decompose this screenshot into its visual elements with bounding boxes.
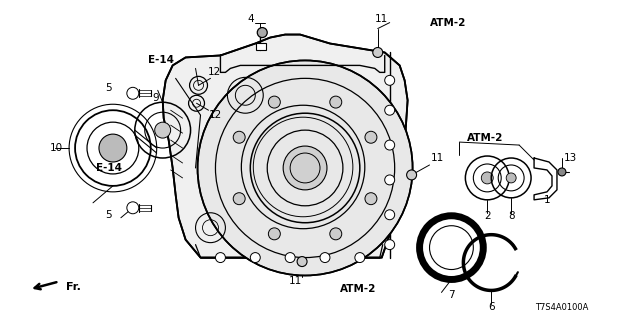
Circle shape [216, 252, 225, 262]
Circle shape [320, 252, 330, 262]
Text: 12: 12 [208, 68, 221, 77]
Circle shape [127, 202, 139, 214]
Text: ATM-2: ATM-2 [467, 133, 504, 143]
Text: T7S4A0100A: T7S4A0100A [536, 303, 589, 312]
Circle shape [155, 122, 171, 138]
Circle shape [250, 252, 260, 262]
Circle shape [330, 228, 342, 240]
Circle shape [233, 131, 245, 143]
Circle shape [372, 47, 383, 58]
Circle shape [268, 96, 280, 108]
Circle shape [385, 140, 395, 150]
Circle shape [385, 240, 395, 250]
Circle shape [283, 146, 327, 190]
Bar [256, 43, 266, 51]
Text: E-14: E-14 [96, 163, 122, 173]
Circle shape [365, 193, 377, 205]
Circle shape [257, 28, 268, 37]
Circle shape [198, 60, 413, 276]
Circle shape [330, 96, 342, 108]
Text: 1: 1 [544, 195, 550, 205]
Text: Fr.: Fr. [66, 283, 81, 292]
Circle shape [99, 134, 127, 162]
Text: 13: 13 [564, 153, 577, 163]
Circle shape [506, 173, 516, 183]
Text: ATM-2: ATM-2 [429, 18, 466, 28]
Circle shape [385, 76, 395, 85]
Text: 11: 11 [289, 276, 301, 286]
Text: 4: 4 [247, 14, 253, 24]
Circle shape [233, 193, 245, 205]
Text: 12: 12 [209, 110, 222, 120]
Text: 11: 11 [375, 14, 388, 24]
Circle shape [385, 175, 395, 185]
Circle shape [268, 228, 280, 240]
Text: 5: 5 [106, 83, 112, 93]
Text: 6: 6 [488, 302, 495, 312]
Text: 8: 8 [508, 211, 515, 221]
Circle shape [385, 105, 395, 115]
Circle shape [365, 131, 377, 143]
Text: 10: 10 [49, 143, 63, 153]
Circle shape [285, 252, 295, 262]
Circle shape [355, 252, 365, 262]
Text: E-14: E-14 [148, 55, 173, 65]
Circle shape [127, 87, 139, 99]
Circle shape [481, 172, 493, 184]
Circle shape [558, 168, 566, 176]
Circle shape [385, 210, 395, 220]
Circle shape [297, 257, 307, 267]
Text: ATM-2: ATM-2 [340, 284, 376, 294]
Text: 7: 7 [448, 291, 455, 300]
Text: 11: 11 [431, 153, 444, 163]
Text: 9: 9 [152, 93, 159, 103]
Polygon shape [163, 35, 408, 258]
Circle shape [406, 170, 417, 180]
Text: 2: 2 [484, 211, 491, 221]
Text: 5: 5 [106, 210, 112, 220]
